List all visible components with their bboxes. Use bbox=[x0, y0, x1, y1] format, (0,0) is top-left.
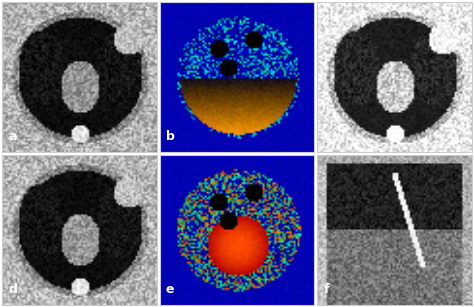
Text: f: f bbox=[323, 283, 329, 297]
Text: b: b bbox=[166, 130, 175, 143]
Text: a: a bbox=[9, 130, 17, 143]
Text: c: c bbox=[323, 130, 331, 143]
Text: e: e bbox=[166, 283, 174, 297]
Text: d: d bbox=[9, 283, 18, 297]
